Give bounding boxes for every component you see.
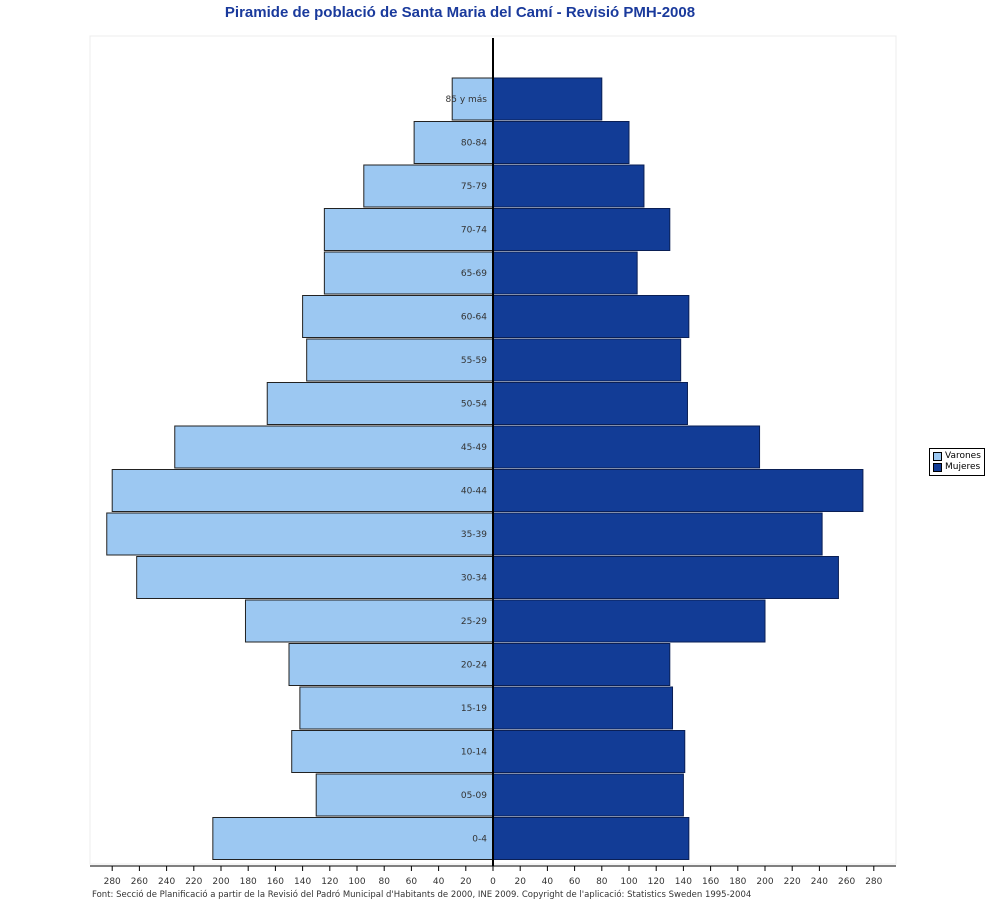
bar-mujeres (492, 208, 671, 251)
legend-label-varones: Varones (945, 451, 981, 461)
x-tick-label: 80 (596, 877, 608, 887)
x-tick-label: 160 (702, 877, 719, 887)
bar-mujeres (492, 512, 823, 556)
bar-varones (323, 208, 494, 251)
x-tick-label: 40 (433, 877, 445, 887)
x-tick-label: 60 (406, 877, 418, 887)
x-tick-label: 0 (490, 877, 496, 887)
bar-mujeres (492, 425, 761, 469)
source-note: Font: Secció de Planificació a partir de… (92, 890, 752, 900)
bar-mujeres (492, 295, 690, 338)
bar-varones (315, 773, 494, 817)
bar-mujeres (492, 730, 686, 773)
x-tick-label: 240 (158, 877, 175, 887)
bar-varones (288, 643, 494, 686)
x-tick-label: 220 (185, 877, 202, 887)
x-tick-label: 100 (348, 877, 365, 887)
bar-varones (266, 382, 494, 425)
legend-item-varones: Varones (933, 451, 981, 462)
bars-group (106, 77, 864, 860)
bar-mujeres (492, 121, 630, 164)
category-label: 05-09 (461, 791, 487, 801)
x-tick-label: 20 (460, 877, 472, 887)
x-tick-label: 160 (267, 877, 284, 887)
bar-mujeres (492, 469, 864, 512)
category-label: 50-54 (461, 400, 487, 410)
x-tick-label: 140 (294, 877, 311, 887)
legend-item-mujeres: Mujeres (933, 462, 981, 473)
bar-varones (111, 469, 494, 512)
bar-varones (363, 164, 494, 208)
chart-title: Piramide de població de Santa Maria del … (224, 4, 696, 21)
category-label: 85 y más (446, 95, 488, 105)
x-tick-label: 200 (756, 877, 773, 887)
x-tick-label: 80 (378, 877, 390, 887)
x-tick-label: 20 (514, 877, 526, 887)
bar-mujeres (492, 164, 645, 208)
bar-mujeres (492, 251, 638, 295)
x-tick-label: 200 (212, 877, 229, 887)
x-tick-label: 120 (321, 877, 338, 887)
bar-mujeres (492, 773, 684, 817)
bar-varones (106, 512, 494, 556)
x-tick-label: 220 (784, 877, 801, 887)
x-tick-label: 280 (104, 877, 121, 887)
bar-mujeres (492, 817, 690, 860)
bar-mujeres (492, 686, 674, 730)
category-label: 20-24 (461, 661, 487, 671)
bar-varones (299, 686, 494, 730)
category-label: 25-29 (461, 617, 487, 627)
category-label: 55-59 (461, 356, 487, 366)
bar-varones (212, 817, 494, 860)
category-label: 15-19 (461, 704, 487, 714)
category-label: 80-84 (461, 139, 487, 149)
legend: Varones Mujeres (929, 448, 985, 476)
bar-varones (306, 338, 494, 382)
bar-mujeres (492, 77, 603, 121)
bar-varones (136, 556, 494, 599)
category-label: 45-49 (461, 443, 487, 453)
x-tick-label: 60 (569, 877, 581, 887)
x-tick-label: 260 (838, 877, 855, 887)
x-tick-label: 280 (865, 877, 882, 887)
category-labels: 85 y más 80-84 75-79 70-74 65-69 60-64 55-59 50… (446, 95, 488, 845)
legend-swatch-mujeres (933, 463, 942, 472)
category-label: 30-34 (461, 574, 487, 584)
x-tick-label: 120 (648, 877, 665, 887)
bar-mujeres (492, 643, 671, 686)
category-label: 0-4 (472, 835, 487, 845)
bar-varones (451, 77, 494, 121)
bar-varones (174, 425, 494, 469)
x-tick-label: 100 (620, 877, 637, 887)
legend-swatch-varones (933, 452, 942, 461)
category-label: 65-69 (461, 269, 487, 279)
bar-varones (244, 599, 494, 643)
category-label: 10-14 (461, 748, 487, 758)
bar-mujeres (492, 599, 766, 643)
bar-varones (323, 251, 494, 295)
x-tick-label: 40 (542, 877, 554, 887)
category-label: 40-44 (461, 487, 487, 497)
category-label: 60-64 (461, 313, 487, 323)
bar-mujeres (492, 382, 688, 425)
legend-label-mujeres: Mujeres (945, 462, 981, 472)
x-tick-label: 180 (729, 877, 746, 887)
bar-mujeres (492, 338, 682, 382)
x-axis-ticks: 280 260 240 220 200 180 160 140 120 100 80 60 40 20 0 2… (104, 866, 883, 887)
x-tick-label: 180 (240, 877, 257, 887)
bar-varones (302, 295, 494, 338)
x-tick-label: 140 (675, 877, 692, 887)
category-label: 70-74 (461, 226, 487, 236)
bar-mujeres (492, 556, 839, 599)
x-tick-label: 240 (811, 877, 828, 887)
x-tick-label: 260 (131, 877, 148, 887)
bar-varones (291, 730, 494, 773)
category-label: 75-79 (461, 182, 487, 192)
category-label: 35-39 (461, 530, 487, 540)
